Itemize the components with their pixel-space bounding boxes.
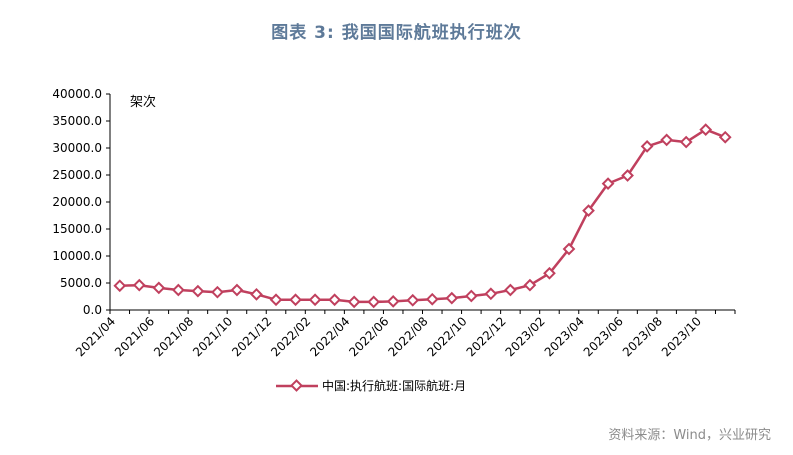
x-tick-label: 2021/04: [73, 314, 118, 359]
y-tick-label: 40000.0: [52, 87, 102, 101]
x-tick-label: 2021/06: [112, 314, 157, 359]
data-point: [445, 291, 459, 305]
y-tick-label: 5000.0: [60, 276, 102, 290]
legend: 中国:执行航班:国际航班:月: [276, 378, 466, 393]
data-point: [211, 285, 224, 299]
data-point: [484, 287, 498, 301]
y-tick-label: 15000.0: [52, 222, 102, 236]
data-point: [367, 295, 381, 309]
x-tick-label: 2022/08: [385, 314, 430, 359]
data-point: [406, 293, 420, 307]
data-point: [347, 295, 361, 309]
data-point: [679, 135, 693, 149]
y-axis-unit-label: 架次: [130, 94, 156, 110]
data-point: [699, 123, 713, 137]
source-note: 资料来源：Wind，兴业研究: [608, 428, 771, 443]
y-tick-label: 30000.0: [52, 141, 102, 155]
data-point: [660, 133, 674, 147]
x-tick-label: 2022/06: [346, 314, 391, 359]
y-axis-ticks: 0.0 5000.0 10000.0 15000.0 20000.0 25000.0 300…: [52, 87, 110, 317]
x-tick-label: 2022/12: [464, 314, 509, 359]
data-point: [464, 289, 478, 303]
legend-label: 中国:执行航班:国际航班:月: [322, 378, 466, 393]
data-point: [308, 293, 322, 307]
data-point: [171, 283, 185, 297]
data-point: [425, 292, 439, 306]
data-point: [269, 293, 283, 307]
data-point: [386, 294, 400, 308]
data-point: [289, 293, 302, 307]
legend-marker-swatch: [290, 379, 303, 392]
y-tick-label: 10000.0: [52, 249, 102, 263]
data-point: [504, 283, 517, 297]
x-tick-label: 2022/02: [268, 314, 313, 359]
series-layer: [113, 123, 732, 309]
data-point: [718, 130, 732, 144]
data-point: [230, 283, 244, 297]
y-tick-label: 35000.0: [52, 114, 102, 128]
data-point: [328, 293, 341, 307]
x-axis-ticks: 2021/042021/062021/082021/102021/122022/…: [73, 310, 736, 359]
y-tick-label: 25000.0: [52, 168, 102, 182]
x-tick-label: 2023/02: [503, 314, 548, 359]
data-point: [132, 278, 146, 292]
data-point: [250, 287, 263, 301]
x-tick-label: 2021/08: [151, 314, 196, 359]
data-point: [621, 169, 634, 182]
series-line: [119, 128, 726, 304]
data-point: [640, 140, 654, 153]
data-point: [523, 278, 537, 292]
y-tick-label: 0.0: [83, 303, 102, 317]
data-point: [582, 204, 595, 218]
y-tick-label: 20000.0: [52, 195, 102, 209]
x-tick-label: 2023/08: [620, 314, 665, 359]
x-tick-label: 2023/10: [659, 314, 704, 359]
data-point: [562, 242, 576, 256]
x-tick-label: 2022/04: [307, 314, 352, 359]
data-point: [543, 266, 556, 280]
x-tick-label: 2023/06: [581, 314, 626, 359]
chart-axes: [109, 94, 735, 311]
chart-title: 图表 3: 我国国际航班执行班次: [271, 23, 522, 43]
x-tick-label: 2021/10: [190, 314, 235, 359]
data-point: [191, 284, 205, 298]
x-tick-label: 2021/12: [229, 314, 274, 359]
x-tick-label: 2022/10: [425, 314, 470, 359]
x-tick-label: 2023/04: [542, 314, 587, 359]
data-point: [113, 279, 127, 293]
data-point: [152, 281, 166, 295]
data-point: [601, 177, 615, 191]
